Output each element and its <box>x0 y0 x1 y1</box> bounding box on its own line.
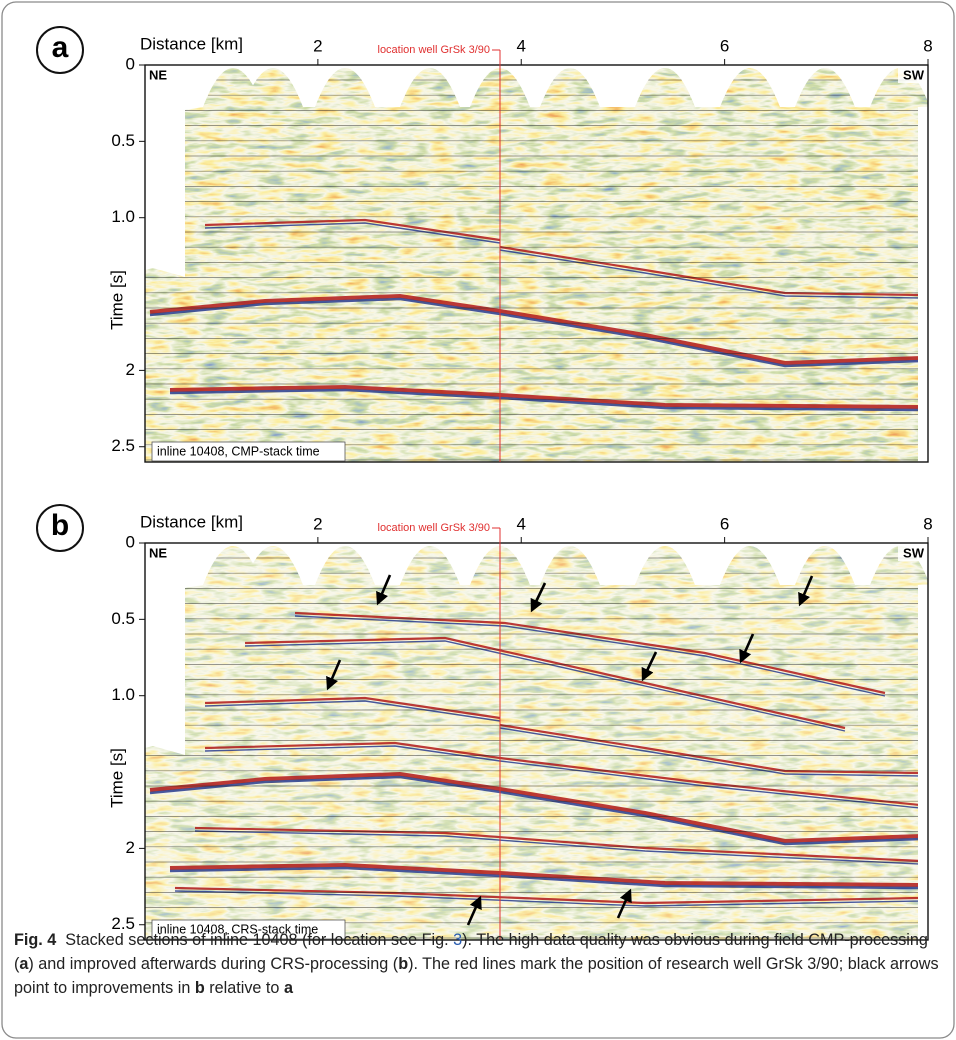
y-tick-label: 0.5 <box>111 609 135 628</box>
corner-label-bg <box>147 67 171 83</box>
reflector <box>174 890 921 907</box>
caption-label: Fig. 4 <box>14 931 57 949</box>
x-tick-label: 8 <box>923 514 932 533</box>
improvement-arrow <box>616 888 632 919</box>
inset-label-box <box>151 441 346 462</box>
improvement-arrow <box>466 895 482 926</box>
reflector <box>499 249 921 299</box>
x-tick-label: 4 <box>517 36 526 55</box>
panel-label-circle <box>36 26 84 74</box>
reflector <box>499 245 921 297</box>
y-tick-label: 2.5 <box>111 914 135 933</box>
improvement-arrow <box>530 582 547 613</box>
x-tick-label: 4 <box>517 514 526 533</box>
corner-label: NE <box>149 67 167 82</box>
reflector <box>174 886 921 905</box>
reflector <box>244 636 846 730</box>
reflector <box>204 700 501 722</box>
reflector <box>294 611 886 695</box>
improvement-arrow <box>798 575 814 607</box>
reflector <box>499 727 921 777</box>
y-axis-title: Time [s] <box>107 270 126 330</box>
caption-text: ). The red lines mark the position of re… <box>14 955 939 997</box>
panel-label: b <box>51 509 69 542</box>
improvement-arrow <box>326 659 342 691</box>
well-label: location well GrSk 3/90 <box>378 522 491 534</box>
seismic-texture <box>145 68 928 462</box>
caption-bold: a <box>283 979 293 997</box>
x-tick-label: 2 <box>313 36 322 55</box>
inset-label: inline 10408, CMP-stack time <box>157 444 320 458</box>
reflector <box>499 723 921 775</box>
corner-label-bg <box>147 545 171 561</box>
y-tick-label: 1.0 <box>111 207 135 226</box>
panel: location well GrSk 3/90 a Distance [km] 2 4 6… <box>36 26 933 463</box>
panel: location well GrSk 3/90 b Distance [km] 2 4 6… <box>36 504 933 941</box>
plot-frame <box>144 64 929 463</box>
caption-text: Stacked sections of inline 10408 (for lo… <box>65 931 454 949</box>
x-axis-title: Distance [km] <box>140 34 243 53</box>
reflector <box>204 222 501 244</box>
y-tick-label: 2 <box>126 838 135 857</box>
corner-label: SW <box>903 545 925 560</box>
improvement-arrow <box>376 574 392 606</box>
y-tick-label: 1.0 <box>111 685 135 704</box>
inset-label-box <box>151 919 346 940</box>
caption-text: ) and improved afterwards during CRS-pro… <box>28 955 399 973</box>
corner-label: NE <box>149 545 167 560</box>
caption-ref: 3 <box>453 931 463 949</box>
x-tick-label: 8 <box>923 36 932 55</box>
x-tick-label: 6 <box>720 514 729 533</box>
y-axis-title: Time [s] <box>107 748 126 808</box>
inset-label: inline 10408, CRS-stack time <box>157 922 318 936</box>
panel-label: a <box>52 31 69 64</box>
reflector <box>194 826 921 863</box>
x-tick-label: 2 <box>313 514 322 533</box>
corner-label-bg <box>898 67 926 83</box>
improvement-arrow <box>739 633 755 664</box>
caption-bold: b <box>194 979 205 997</box>
caption: Fig. 4 Stacked sections of inline 10408 … <box>14 928 942 1000</box>
y-tick-label: 2.5 <box>111 436 135 455</box>
well-label: location well GrSk 3/90 <box>378 44 491 56</box>
x-axis-title: Distance [km] <box>140 512 243 531</box>
caption-text: ). The high data quality was obvious dur… <box>14 931 928 973</box>
caption-bold: b <box>398 955 409 973</box>
reflector <box>244 640 846 732</box>
reflector <box>194 830 921 865</box>
improvement-arrow <box>641 651 658 682</box>
panel-label-circle <box>36 504 84 552</box>
reflector <box>204 696 501 720</box>
caption-bold: a <box>19 955 29 973</box>
reflector <box>204 218 501 242</box>
x-tick-label: 6 <box>720 36 729 55</box>
caption-text: relative to <box>204 979 284 997</box>
corner-label: SW <box>903 67 925 82</box>
corner-label-bg <box>898 545 926 561</box>
y-tick-label: 0.5 <box>111 131 135 150</box>
y-tick-label: 2 <box>126 360 135 379</box>
y-tick-label: 0 <box>126 532 135 551</box>
seismic-section <box>145 68 928 462</box>
y-tick-label: 0 <box>126 54 135 73</box>
reflector <box>294 615 886 697</box>
plot-frame <box>144 542 929 941</box>
